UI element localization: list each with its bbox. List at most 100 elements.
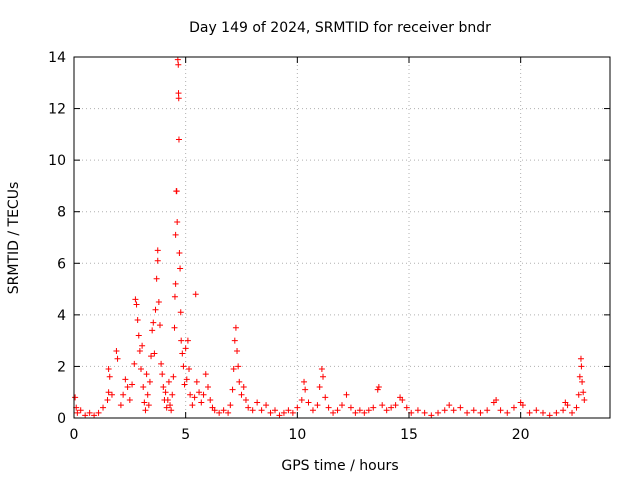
data-point — [457, 404, 464, 411]
data-point — [174, 219, 181, 226]
data-point — [540, 409, 546, 416]
data-point — [298, 396, 305, 403]
data-point — [191, 394, 198, 401]
data-point — [242, 396, 249, 403]
data-point — [180, 363, 187, 370]
data-point — [254, 399, 261, 406]
y-axis-label: SRMTID / TECUs — [6, 182, 22, 295]
data-point — [330, 409, 337, 416]
data-point — [560, 407, 567, 414]
data-point — [347, 404, 354, 411]
data-point — [533, 407, 540, 414]
data-point — [361, 409, 368, 416]
data-point — [276, 412, 283, 419]
data-point — [285, 407, 292, 414]
data-point — [193, 378, 200, 385]
data-point — [216, 409, 223, 416]
data-point — [129, 381, 136, 388]
data-point — [141, 399, 148, 406]
data-point — [179, 350, 186, 357]
data-point — [356, 407, 363, 414]
data-point — [294, 404, 301, 411]
data-point — [154, 247, 161, 254]
data-point — [183, 376, 190, 383]
data-point — [231, 337, 238, 344]
axes-ticks: 0 5 10 15 20 0 2 4 6 8 10 12 14 — [48, 50, 610, 443]
data-point — [186, 366, 193, 373]
data-point — [564, 402, 571, 409]
data-point — [576, 373, 583, 380]
data-points — [72, 56, 588, 419]
data-point — [519, 402, 526, 409]
data-point — [154, 257, 161, 264]
data-point — [301, 378, 308, 385]
data-point — [325, 404, 332, 411]
data-point — [158, 360, 165, 367]
data-point — [170, 373, 177, 380]
data-point — [105, 389, 112, 396]
data-point — [553, 409, 560, 416]
data-point — [77, 407, 84, 414]
data-point — [187, 391, 194, 398]
data-point — [383, 407, 390, 414]
data-point — [573, 404, 580, 411]
data-point — [263, 402, 270, 409]
data-point — [569, 409, 576, 416]
data-point — [225, 409, 232, 416]
data-point — [230, 366, 237, 373]
data-point — [235, 363, 242, 370]
data-point — [124, 384, 131, 391]
data-point — [375, 384, 382, 391]
data-point — [114, 355, 121, 362]
x-tick-label: 20 — [512, 427, 530, 443]
data-point — [146, 378, 153, 385]
data-point — [249, 407, 256, 414]
data-point — [546, 412, 553, 419]
data-point — [132, 296, 139, 303]
data-point — [343, 391, 350, 398]
data-point — [177, 309, 184, 316]
data-point — [464, 409, 471, 416]
data-point — [175, 136, 182, 143]
data-point — [220, 407, 227, 414]
data-point — [316, 384, 323, 391]
data-point — [184, 337, 191, 344]
data-point — [370, 404, 377, 411]
data-point — [510, 404, 517, 411]
y-tick-label: 12 — [48, 102, 66, 118]
y-tick-label: 6 — [57, 256, 66, 272]
data-point — [155, 298, 162, 305]
data-point — [245, 404, 252, 411]
data-point — [236, 378, 243, 385]
data-point — [172, 231, 179, 238]
data-point — [139, 342, 146, 349]
x-axis-label: GPS time / hours — [281, 458, 398, 474]
data-point — [142, 407, 149, 414]
data-point — [122, 376, 129, 383]
data-point — [374, 386, 381, 393]
data-point — [113, 347, 120, 354]
data-point — [484, 407, 491, 414]
data-point — [151, 350, 158, 357]
x-tick-label: 15 — [400, 427, 418, 443]
data-point — [392, 402, 399, 409]
data-point — [173, 188, 180, 195]
data-point — [234, 347, 241, 354]
data-point — [72, 394, 79, 401]
data-point — [578, 363, 585, 370]
data-point — [175, 90, 182, 97]
data-point — [167, 402, 174, 409]
data-point — [575, 391, 582, 398]
data-point — [136, 347, 143, 354]
data-point — [159, 371, 166, 378]
data-point — [143, 371, 150, 378]
x-tick-label: 0 — [70, 427, 79, 443]
data-point — [450, 407, 457, 414]
data-point — [322, 394, 329, 401]
y-tick-label: 2 — [57, 359, 66, 375]
data-point — [138, 366, 144, 373]
data-point — [198, 399, 205, 406]
data-point — [145, 402, 152, 409]
data-point — [106, 373, 113, 380]
data-point — [227, 402, 234, 409]
